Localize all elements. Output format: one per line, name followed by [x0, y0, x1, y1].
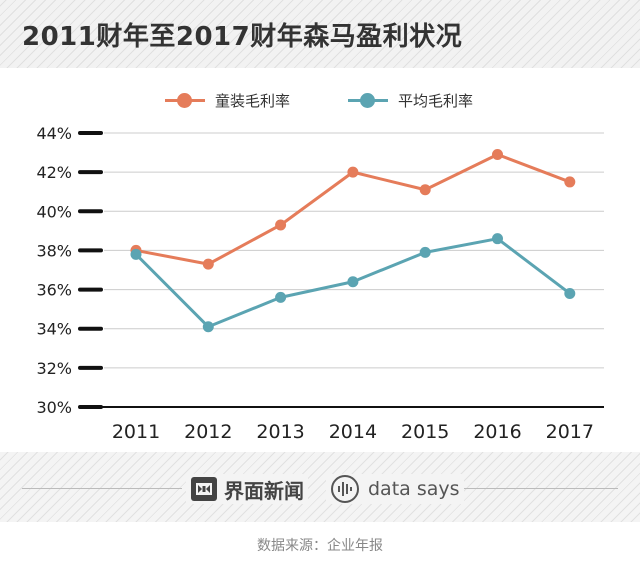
datasays-label: data says [368, 478, 460, 500]
data-point [275, 291, 287, 303]
data-point [419, 184, 431, 196]
data-source-note: 数据来源：企业年报 [257, 538, 383, 554]
data-point [347, 276, 359, 288]
data-point [564, 176, 576, 188]
y-tick-label: 36% [36, 281, 72, 300]
data-point [564, 287, 576, 299]
x-tick-label: 2015 [401, 421, 449, 443]
jiemian-logo-icon [191, 477, 217, 501]
jiemian-brand-label: 界面新闻 [224, 478, 304, 503]
x-tick-label: 2014 [329, 421, 377, 443]
datasays-brand: data says [326, 474, 464, 504]
legend-item-average: 平均毛利率 [348, 88, 473, 112]
legend-marker-average [348, 93, 388, 108]
data-point [202, 258, 214, 270]
line-chart: 30% 32% 34% 36% 38% 40% 42% 44% 2011 2012 2013 2014… [36, 124, 604, 443]
data-point [275, 219, 287, 231]
legend-label-childrenswear: 童装毛利率 [215, 91, 291, 110]
x-tick-label: 2016 [473, 421, 521, 443]
data-point [347, 166, 359, 178]
data-point [492, 233, 503, 245]
data-point [419, 246, 431, 258]
x-tick-label: 2011 [112, 421, 160, 443]
y-tick-label: 34% [36, 320, 72, 339]
data-point [202, 321, 214, 333]
legend-marker-childrenswear [165, 93, 205, 108]
jiemian-brand: 界面新闻 [186, 474, 308, 504]
y-tick-label: 44% [36, 124, 72, 143]
y-tick-label: 32% [36, 359, 72, 378]
chart-title: 2011财年至2017财年森马盈利状况 [22, 22, 463, 52]
y-tick-label: 40% [36, 202, 72, 221]
data-says-logo-icon [331, 475, 359, 503]
data-point [130, 248, 142, 260]
x-tick-label: 2017 [546, 421, 594, 443]
footer-rule-left [22, 488, 182, 489]
title-banner: 2011财年至2017财年森马盈利状况 [0, 0, 640, 68]
data-point [492, 149, 503, 161]
y-tick-label: 42% [36, 163, 72, 182]
x-tick-label: 2012 [184, 421, 232, 443]
footer-branding-band: 界面新闻 data says [0, 452, 640, 522]
x-tick-label: 2013 [256, 421, 304, 443]
y-tick-label: 38% [36, 241, 72, 260]
y-tick-label: 30% [36, 398, 72, 417]
legend-item-childrenswear: 童装毛利率 [165, 88, 290, 112]
legend-label-average: 平均毛利率 [398, 91, 474, 110]
footer-rule-right [460, 488, 618, 489]
